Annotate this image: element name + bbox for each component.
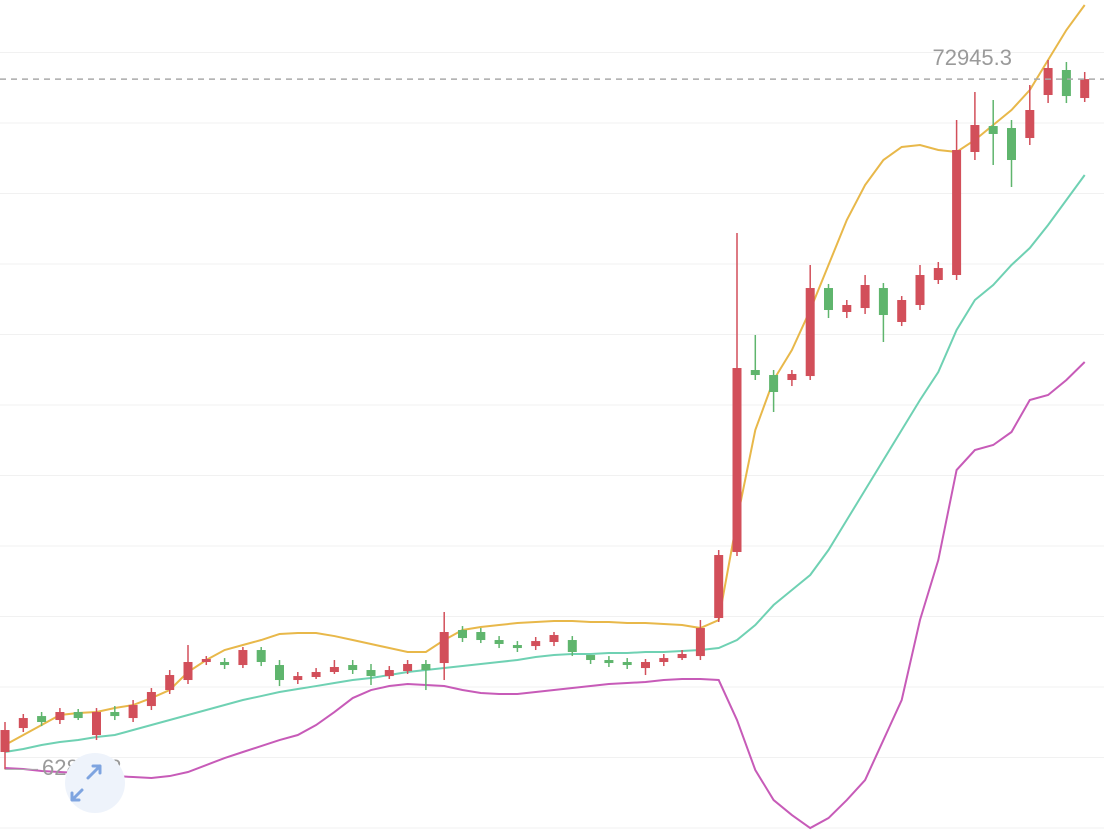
candle-body xyxy=(476,632,486,641)
zoom-button-bg[interactable] xyxy=(65,753,125,813)
zoom-button[interactable] xyxy=(65,753,125,813)
candle-body xyxy=(1025,110,1035,139)
candle-body xyxy=(366,670,376,677)
candle-body xyxy=(348,665,358,671)
candle-body xyxy=(311,672,321,678)
candle-body xyxy=(384,670,394,677)
candle-body xyxy=(1043,68,1053,96)
zoom-icon[interactable] xyxy=(70,764,102,802)
candle-body xyxy=(586,655,596,661)
candle-body xyxy=(769,375,779,392)
candle-body xyxy=(73,712,83,719)
band-line xyxy=(4,361,1086,830)
candle-body xyxy=(329,667,339,673)
candle-body xyxy=(238,650,248,666)
candle-body xyxy=(750,370,760,376)
candle-body xyxy=(933,268,943,281)
candle-body xyxy=(604,660,614,664)
candle-body xyxy=(220,662,230,666)
candle-body xyxy=(128,705,138,719)
candle-body xyxy=(567,640,577,653)
candle-body xyxy=(293,676,303,681)
candle-body xyxy=(952,150,962,276)
candle-body xyxy=(201,658,211,663)
candle-body xyxy=(110,712,120,717)
candle-body xyxy=(0,730,10,753)
candle-body xyxy=(18,718,28,729)
candle-body xyxy=(659,658,669,663)
candle-body xyxy=(878,288,888,316)
candle-body xyxy=(1080,79,1090,99)
candle-body xyxy=(1007,128,1016,161)
candle-body xyxy=(1061,70,1071,97)
candle-body xyxy=(988,126,998,134)
candle-body xyxy=(695,628,705,657)
candle-body xyxy=(915,275,925,306)
candle-body xyxy=(860,285,870,309)
candle-body xyxy=(622,662,632,666)
candle-body xyxy=(732,368,742,553)
candle-body xyxy=(641,662,650,669)
candle-body xyxy=(531,641,541,647)
labels: 72945.362867.2 xyxy=(0,45,1104,780)
candle-body xyxy=(824,288,833,311)
band-line xyxy=(4,174,1086,753)
candle-body xyxy=(494,640,504,644)
bands xyxy=(4,4,1086,830)
candle-body xyxy=(439,632,449,664)
candle-body xyxy=(55,712,65,721)
candle-body xyxy=(714,555,724,619)
last-price-label: 72945.3 xyxy=(932,45,1012,70)
candle-body xyxy=(512,645,522,649)
candle-body xyxy=(549,635,559,643)
candle-body xyxy=(970,125,980,152)
candle-body xyxy=(842,305,852,312)
candle-body xyxy=(458,630,467,639)
candle-body xyxy=(37,716,47,723)
candle-body xyxy=(183,662,193,681)
candle-body xyxy=(805,288,815,377)
candle-body xyxy=(92,712,101,736)
candle-body xyxy=(403,663,413,672)
candle-body xyxy=(421,663,431,671)
candle-body xyxy=(275,665,284,681)
candle-body xyxy=(787,373,797,381)
candles xyxy=(0,60,1090,770)
candle-body xyxy=(897,300,907,322)
candle-body xyxy=(146,692,156,707)
candle-body xyxy=(256,650,266,663)
candle-body xyxy=(677,653,687,659)
candle-body xyxy=(165,675,175,691)
band-line xyxy=(4,4,1086,746)
